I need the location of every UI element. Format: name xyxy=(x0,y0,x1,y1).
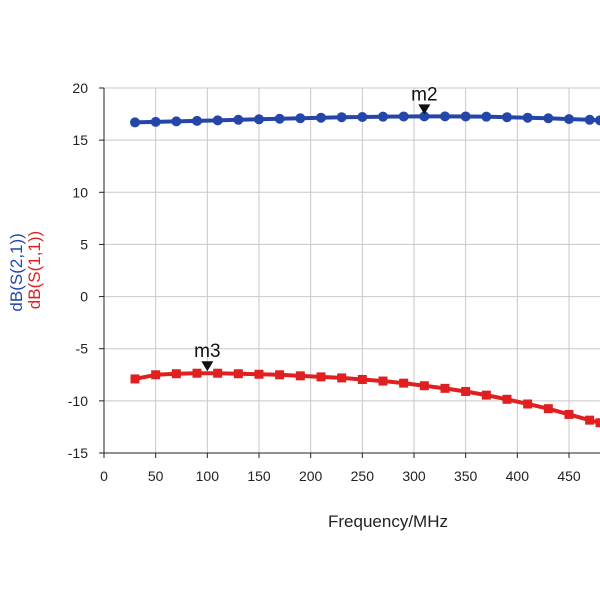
data-point xyxy=(130,374,140,384)
data-point xyxy=(151,370,161,380)
data-point xyxy=(595,418,600,428)
data-point xyxy=(357,111,368,122)
data-point xyxy=(254,114,264,125)
data-point xyxy=(399,378,409,388)
data-point xyxy=(378,376,388,386)
data-point xyxy=(585,415,595,425)
series-1 xyxy=(130,368,600,428)
data-point xyxy=(502,394,512,404)
y-axis-label: dB(S(2,1)) dB(S(1,1)) xyxy=(7,228,44,311)
data-point xyxy=(357,374,367,384)
x-tick-label: 400 xyxy=(506,468,530,484)
data-point xyxy=(274,113,285,124)
data-point xyxy=(295,113,306,124)
y-axis-label-s11: dB(S(1,1)) xyxy=(25,231,44,309)
series-0 xyxy=(130,111,600,128)
data-point xyxy=(419,381,429,391)
plot-area: m2 m3 xyxy=(130,84,600,428)
y-tick-label: 0 xyxy=(80,289,88,305)
x-tick-label: 150 xyxy=(247,468,271,484)
data-point xyxy=(192,115,202,126)
data-point xyxy=(171,116,182,127)
data-point xyxy=(150,116,161,127)
grid xyxy=(103,87,600,454)
data-point xyxy=(461,386,471,396)
data-point xyxy=(337,373,347,383)
data-point xyxy=(192,368,202,378)
marker-label: m3 xyxy=(194,341,220,362)
data-point xyxy=(295,371,305,381)
data-point xyxy=(233,369,243,379)
x-tick-label: 300 xyxy=(402,468,426,484)
data-point xyxy=(171,369,181,379)
x-tick-label: 100 xyxy=(196,468,220,484)
data-point xyxy=(212,115,223,126)
data-point xyxy=(543,113,554,124)
x-axis-label: Frequency/MHz xyxy=(328,512,448,531)
y-tick-label: -15 xyxy=(68,445,88,461)
data-point xyxy=(275,370,285,380)
series-line xyxy=(134,371,600,425)
data-point xyxy=(316,112,326,123)
y-tick-label: 15 xyxy=(72,132,88,148)
y-tick-label: -10 xyxy=(68,393,88,409)
x-tick-labels: 0 50 100 150 200 250 300 350 400 450 xyxy=(100,468,581,484)
data-point xyxy=(522,112,533,123)
x-tick-label: 350 xyxy=(454,468,478,484)
y-tick-labels: -15 -10 -5 0 5 10 15 20 xyxy=(68,80,88,461)
data-point xyxy=(130,117,140,128)
x-tick-label: 250 xyxy=(351,468,375,484)
data-point xyxy=(460,111,471,122)
data-point xyxy=(378,111,388,122)
data-point xyxy=(564,114,574,125)
data-point xyxy=(440,383,450,393)
y-tick-label: -5 xyxy=(76,341,89,357)
data-point xyxy=(254,369,264,379)
axes xyxy=(99,87,600,458)
x-tick-label: 50 xyxy=(148,468,164,484)
marker-triangle xyxy=(201,361,214,372)
data-point xyxy=(419,111,430,122)
data-point xyxy=(595,115,600,126)
data-point xyxy=(440,111,450,122)
y-tick-label: 5 xyxy=(80,236,88,252)
x-tick-label: 200 xyxy=(299,468,323,484)
y-tick-label: 20 xyxy=(72,80,88,96)
data-point xyxy=(502,112,512,123)
data-point xyxy=(398,111,409,122)
data-point xyxy=(481,111,492,122)
marker-triangle xyxy=(418,104,431,115)
x-tick-label: 450 xyxy=(557,468,581,484)
data-point xyxy=(564,409,574,419)
data-point xyxy=(543,404,553,414)
data-point xyxy=(523,399,533,409)
data-point xyxy=(213,368,223,378)
data-point xyxy=(481,390,491,400)
y-tick-label: 10 xyxy=(72,184,88,200)
data-point xyxy=(316,372,326,382)
marker-label: m2 xyxy=(411,84,437,105)
data-point xyxy=(233,114,244,125)
data-point xyxy=(584,114,595,125)
x-tick-label: 0 xyxy=(100,468,108,484)
data-point xyxy=(336,112,347,123)
y-axis-label-s21: dB(S(2,1)) xyxy=(7,233,26,311)
